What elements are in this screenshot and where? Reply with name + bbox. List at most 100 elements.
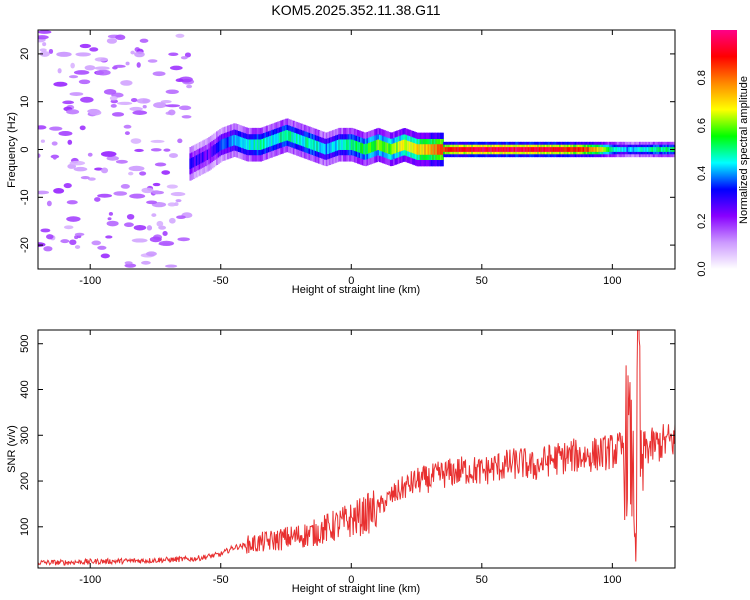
snr-x-tick-label: 50 <box>476 574 488 586</box>
spectrogram-cell <box>305 136 308 148</box>
spectrogram-noise-cell <box>149 236 162 243</box>
spectrogram-cell <box>488 147 491 152</box>
spectrogram-noise-cell <box>152 71 166 77</box>
spectrogram-noise-cell <box>120 80 133 86</box>
spectrogram-cell <box>214 144 217 155</box>
spectrogram-cell <box>466 147 469 152</box>
spectrogram-cell <box>244 138 247 150</box>
spectrogram-cell <box>502 147 505 152</box>
spectrogram-cell <box>208 148 211 160</box>
spectrogram-cell <box>573 147 576 152</box>
spectrogram-noise-cell <box>53 81 68 87</box>
spectrogram-cell <box>364 144 368 155</box>
spectrogram-cell <box>491 147 494 152</box>
spectrogram-y-ticks: -20 -10 0 10 20 <box>19 48 675 253</box>
spectrogram-cell <box>565 147 568 152</box>
spectrogram-cell <box>665 147 668 152</box>
spectrogram-cell <box>518 147 521 152</box>
colorbar-label: Normalized spectral amplitude <box>738 76 750 224</box>
spectrogram-cell <box>504 147 507 152</box>
spectrogram-cell <box>407 140 410 152</box>
spectrogram-x-tick-label: 100 <box>603 275 621 287</box>
spectrogram-cell <box>571 147 574 152</box>
spectrogram-cell <box>278 132 281 144</box>
spectrogram-cell <box>292 132 295 143</box>
spectrogram-cell <box>233 134 236 146</box>
spectrogram-cell <box>300 135 303 146</box>
spectrogram-cell <box>371 141 374 153</box>
spectrogram-cell <box>469 147 473 152</box>
spectrogram-cell <box>194 156 197 167</box>
spectrogram-cell <box>228 136 231 148</box>
snr-y-tick-label: 300 <box>19 426 31 444</box>
spectrogram-cell <box>422 144 426 155</box>
spectrogram-noise-cell <box>106 38 118 44</box>
spectrogram-cell <box>294 132 297 144</box>
spectrogram-cell <box>576 147 579 152</box>
spectrogram-noise-cell <box>154 162 167 167</box>
spectrogram-noise-cell <box>151 213 157 217</box>
spectrogram-cell <box>610 147 613 152</box>
spectrogram-cell <box>557 147 560 152</box>
spectrogram-cell <box>201 152 205 163</box>
spectrogram-cell <box>472 147 476 152</box>
spectrogram-noise-cell <box>91 240 102 246</box>
spectrogram-cell <box>653 147 656 152</box>
spectrogram-noise-cell <box>108 211 114 216</box>
spectrogram-cell <box>192 156 195 168</box>
spectrogram-cell <box>570 147 573 152</box>
spectrogram-cell <box>628 147 631 152</box>
spectrogram-cell <box>598 147 601 152</box>
spectrogram-cell <box>416 144 419 155</box>
spectrogram-cell <box>638 147 642 152</box>
spectrogram-cell <box>237 136 241 147</box>
spectrogram-noise-cell <box>51 141 58 146</box>
spectrogram-cell <box>537 147 540 152</box>
spectrogram-cell <box>660 147 664 152</box>
spectrogram-cell <box>241 137 244 148</box>
spectrogram-noise-cell <box>163 148 171 152</box>
spectrogram-cell <box>317 141 321 153</box>
spectrogram-cell <box>388 143 391 154</box>
spectrogram-cell <box>291 131 294 143</box>
spectrogram-cell <box>435 144 438 155</box>
spectrogram-cell <box>568 147 571 152</box>
spectrogram-cell <box>227 137 230 148</box>
spectrogram-cell <box>624 147 628 152</box>
spectrogram-cell <box>247 139 250 150</box>
spectrogram-noise-cell <box>141 187 154 194</box>
spectrogram-noise-cell <box>38 153 41 158</box>
spectrogram-noise-cell <box>74 245 81 249</box>
spectrogram-cell <box>646 147 650 152</box>
spectrogram-cell <box>621 147 624 152</box>
spectrogram-cell <box>599 147 603 152</box>
spectrogram-noise-cell <box>46 200 52 207</box>
spectrogram-noise-cell <box>106 155 119 161</box>
spectrogram-cell <box>656 147 659 152</box>
spectrogram-cell <box>449 147 452 152</box>
spectrogram-cell <box>314 140 317 151</box>
spectrogram-cell <box>477 147 480 152</box>
spectrogram-noise-cell <box>67 139 73 145</box>
spectrogram-noise-cell <box>38 242 46 247</box>
spectrogram-noise-cell <box>124 261 133 265</box>
spectrogram-cell <box>272 134 275 146</box>
spectrogram-cell <box>264 137 267 149</box>
spectrogram-cell <box>471 147 474 152</box>
spectrogram-cell <box>216 142 219 154</box>
spectrogram-cell <box>333 141 336 152</box>
spectrogram-cell <box>433 144 436 155</box>
spectrogram-cell <box>487 147 490 152</box>
spectrogram-noise-cell <box>146 225 153 231</box>
colorbar: 0.0 0.2 0.4 0.6 0.8 Normalized spectral ampl… <box>696 30 750 277</box>
spectrogram-cell <box>521 147 524 152</box>
spectrogram-noise-cell <box>48 48 54 54</box>
snr-y-label: SNR (v/v) <box>6 425 18 473</box>
spectrogram-cell <box>436 144 440 155</box>
spectrogram-cell <box>357 141 360 153</box>
spectrogram-cell <box>626 147 629 152</box>
spectrogram-noise-cell <box>53 188 65 194</box>
spectrogram-cell <box>286 130 289 141</box>
spectrogram-noise-cell <box>147 59 158 63</box>
